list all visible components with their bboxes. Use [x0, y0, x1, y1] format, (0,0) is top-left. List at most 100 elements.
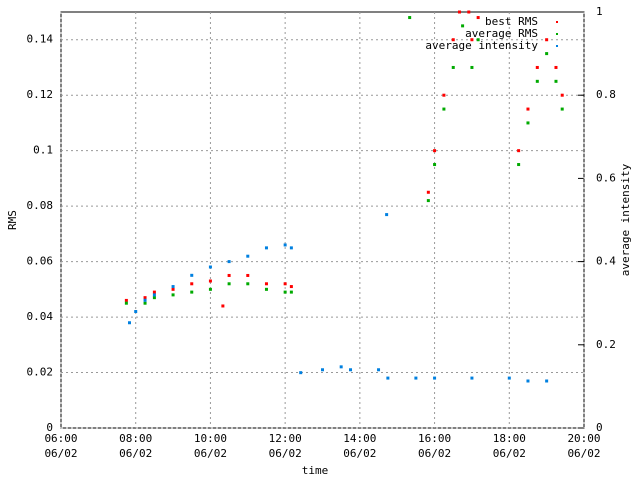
- data-point: [560, 93, 564, 97]
- x-tick-label: 06/02: [269, 447, 302, 460]
- x-tick-label: 06/02: [418, 447, 451, 460]
- data-point: [227, 273, 231, 277]
- data-point: [208, 279, 212, 283]
- x-tick-label: 20:00: [567, 432, 600, 445]
- data-point: [246, 254, 250, 258]
- data-point: [264, 246, 268, 250]
- y-tick-label: 0: [46, 421, 53, 434]
- data-point: [560, 107, 564, 111]
- data-point: [299, 371, 303, 375]
- data-point: [283, 243, 287, 247]
- x-tick-label: 10:00: [194, 432, 227, 445]
- data-point: [283, 282, 287, 286]
- x-tick-label: 06/02: [119, 447, 152, 460]
- x-tick-label: 06/02: [493, 447, 526, 460]
- x-tick-label: 12:00: [269, 432, 302, 445]
- x-tick-label: 06/02: [194, 447, 227, 460]
- plot-frame: [60, 11, 585, 429]
- y-axis-label: RMS: [6, 210, 19, 230]
- data-point: [227, 260, 231, 264]
- y-tick-label: 0.12: [27, 88, 54, 101]
- data-point: [289, 246, 293, 250]
- data-point: [152, 296, 156, 300]
- data-point: [545, 38, 549, 42]
- data-point: [208, 287, 212, 291]
- data-point: [451, 38, 455, 42]
- data-point: [246, 273, 250, 277]
- data-point: [339, 365, 343, 369]
- y2-tick-label: 0.8: [596, 88, 616, 101]
- data-point: [535, 65, 539, 69]
- y-tick-label: 0.1: [33, 144, 53, 157]
- data-point: [143, 301, 147, 305]
- data-point: [433, 163, 437, 167]
- data-point: [143, 298, 147, 302]
- x-tick-label: 06/02: [567, 447, 600, 460]
- data-point: [190, 273, 194, 277]
- data-point: [526, 379, 530, 383]
- data-point: [264, 287, 268, 291]
- data-point: [208, 265, 212, 269]
- data-point: [283, 290, 287, 294]
- legend-label: average intensity: [425, 39, 538, 52]
- data-point: [545, 52, 549, 56]
- data-point: [517, 149, 521, 153]
- data-point: [470, 376, 474, 380]
- data-point: [545, 379, 549, 383]
- y2-tick-label: 0.2: [596, 338, 616, 351]
- x-tick-label: 14:00: [343, 432, 376, 445]
- x-tick-label: 18:00: [493, 432, 526, 445]
- data-point: [535, 79, 539, 83]
- data-point: [385, 213, 389, 217]
- data-point: [349, 368, 353, 372]
- data-point: [246, 282, 250, 286]
- data-point: [134, 310, 138, 314]
- data-point: [152, 290, 156, 294]
- data-point: [171, 293, 175, 297]
- y2-tick-label: 0.4: [596, 255, 616, 268]
- data-point: [124, 301, 128, 305]
- data-point: [526, 107, 530, 111]
- data-point: [124, 298, 128, 302]
- data-point: [190, 282, 194, 286]
- data-point: [152, 293, 156, 297]
- data-point: [171, 285, 175, 289]
- data-point: [451, 65, 455, 69]
- data-point: [426, 190, 430, 194]
- data-point: [321, 368, 324, 372]
- data-point: [457, 10, 461, 14]
- data-point: [554, 65, 558, 69]
- data-point: [442, 93, 446, 97]
- data-point: [414, 376, 418, 380]
- data-point: [377, 368, 381, 372]
- data-point: [470, 38, 474, 42]
- data-point: [227, 282, 231, 286]
- data-point: [476, 16, 480, 20]
- legend-swatch: [556, 45, 558, 47]
- data-point: [526, 121, 530, 125]
- data-point: [386, 376, 390, 380]
- x-tick-label: 08:00: [119, 432, 152, 445]
- y2-axis-label: average intensity: [619, 163, 632, 276]
- data-point: [289, 290, 293, 294]
- y-tick-label: 0.14: [27, 33, 54, 46]
- y-tick-label: 0.04: [27, 310, 54, 323]
- data-point: [408, 16, 412, 20]
- data-point: [461, 24, 465, 28]
- data-point: [470, 65, 474, 69]
- data-point: [517, 163, 521, 167]
- data-point: [507, 376, 511, 380]
- data-point: [264, 282, 268, 286]
- x-tick-label: 06:00: [44, 432, 77, 445]
- legend-label: best RMS: [485, 15, 538, 28]
- y-tick-label: 0.06: [27, 255, 54, 268]
- data-point: [426, 199, 430, 203]
- legend-swatch: [556, 33, 558, 35]
- y2-tick-label: 0: [596, 421, 603, 434]
- data-point: [442, 107, 446, 111]
- x-tick-label: 06/02: [343, 447, 376, 460]
- data-point: [476, 38, 480, 42]
- x-axis-label: time: [302, 464, 329, 477]
- data-point: [127, 321, 131, 325]
